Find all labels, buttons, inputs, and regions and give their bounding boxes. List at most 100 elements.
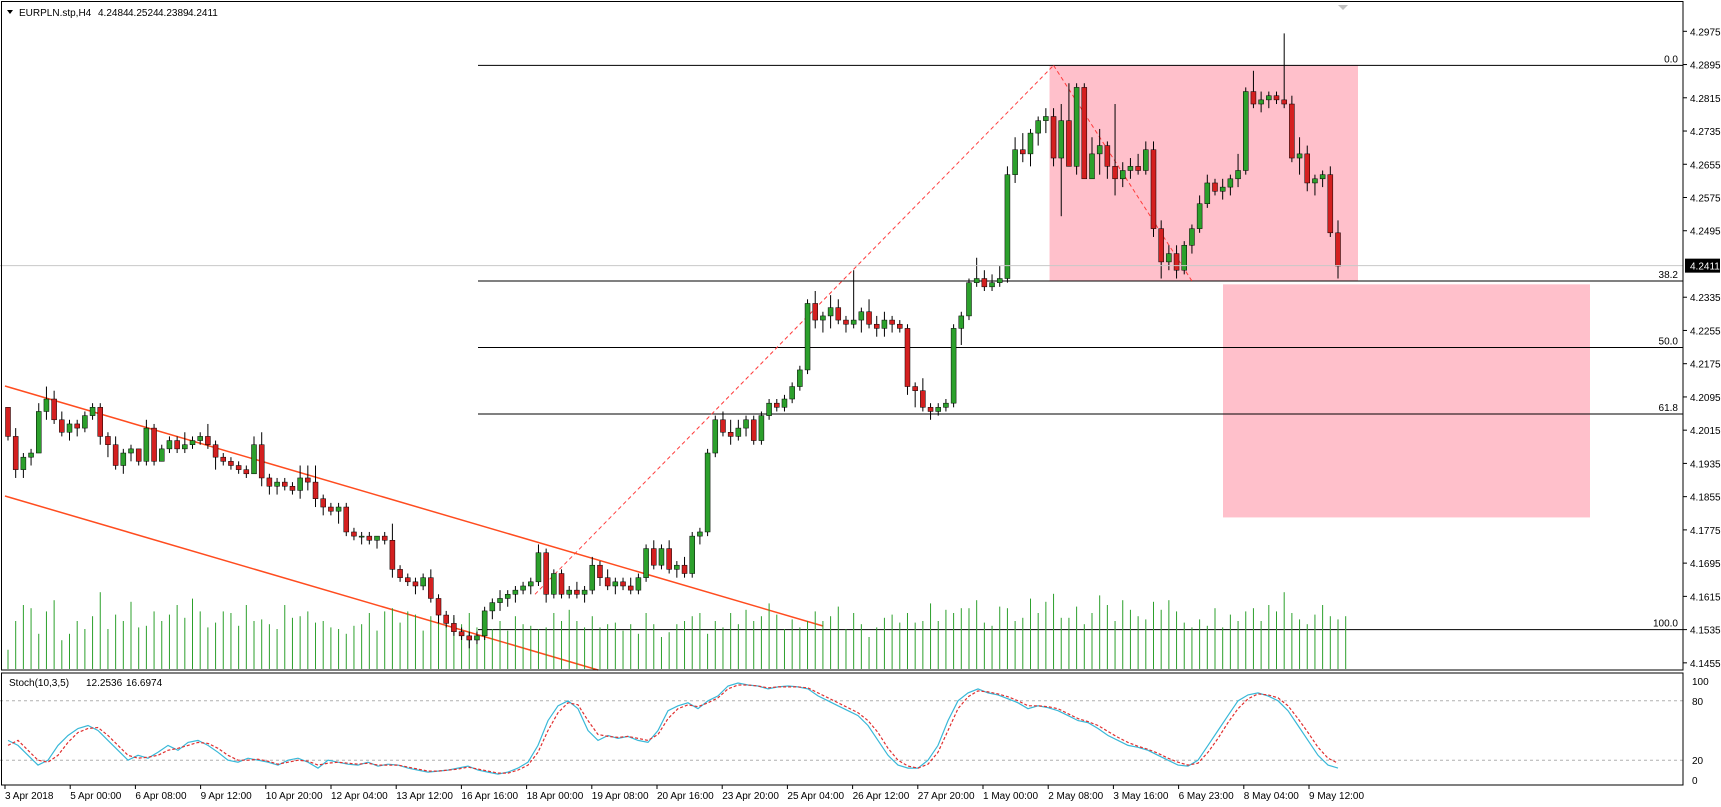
- candle[interactable]: [1242, 87, 1249, 175]
- candle[interactable]: [835, 299, 842, 325]
- candle[interactable]: [720, 411, 726, 437]
- candle[interactable]: [1296, 137, 1303, 175]
- candle[interactable]: [781, 394, 788, 412]
- candle[interactable]: [381, 531, 388, 545]
- candle[interactable]: [850, 270, 857, 329]
- candle[interactable]: [927, 403, 934, 420]
- candle[interactable]: [1143, 141, 1149, 175]
- candle[interactable]: [943, 399, 949, 412]
- candle[interactable]: [205, 423, 211, 449]
- candle[interactable]: [36, 403, 42, 454]
- candle[interactable]: [235, 461, 242, 474]
- candle[interactable]: [1227, 174, 1234, 196]
- candle[interactable]: [712, 415, 719, 458]
- candle[interactable]: [466, 631, 473, 649]
- candle[interactable]: [873, 315, 880, 337]
- candle[interactable]: [366, 531, 373, 545]
- candle[interactable]: [1204, 174, 1211, 208]
- candle[interactable]: [397, 565, 403, 582]
- candle[interactable]: [143, 419, 150, 466]
- candle[interactable]: [612, 577, 619, 595]
- candle[interactable]: [1096, 128, 1103, 175]
- candle[interactable]: [574, 581, 580, 599]
- candle[interactable]: [289, 482, 296, 495]
- candle[interactable]: [1004, 166, 1011, 283]
- candle[interactable]: [481, 606, 488, 640]
- candle[interactable]: [1304, 145, 1310, 192]
- candle[interactable]: [135, 448, 142, 466]
- candle[interactable]: [74, 419, 80, 437]
- candle[interactable]: [305, 465, 311, 491]
- candle[interactable]: [989, 274, 995, 291]
- candle[interactable]: [112, 436, 119, 470]
- candle[interactable]: [266, 473, 273, 495]
- candle[interactable]: [82, 411, 88, 433]
- candle[interactable]: [1219, 178, 1226, 200]
- candle[interactable]: [43, 386, 50, 420]
- candle[interactable]: [166, 436, 173, 454]
- candle[interactable]: [97, 403, 104, 445]
- candle[interactable]: [1058, 104, 1064, 217]
- candle[interactable]: [5, 407, 11, 441]
- candle[interactable]: [597, 561, 603, 586]
- candle[interactable]: [973, 257, 980, 287]
- candle[interactable]: [1319, 170, 1326, 188]
- candle[interactable]: [220, 453, 227, 466]
- candle[interactable]: [251, 436, 257, 475]
- candle[interactable]: [451, 615, 457, 636]
- candle[interactable]: [1235, 153, 1241, 188]
- candle[interactable]: [66, 419, 73, 441]
- candle[interactable]: [658, 544, 665, 570]
- candle[interactable]: [804, 299, 811, 375]
- candle[interactable]: [405, 573, 411, 586]
- candle[interactable]: [543, 548, 549, 603]
- candle[interactable]: [1089, 137, 1095, 180]
- candle[interactable]: [504, 590, 511, 607]
- candle[interactable]: [774, 399, 780, 412]
- candle[interactable]: [689, 531, 695, 578]
- candle[interactable]: [627, 577, 634, 595]
- candle[interactable]: [889, 315, 895, 333]
- candle[interactable]: [666, 540, 672, 574]
- candle[interactable]: [697, 527, 703, 545]
- candle[interactable]: [443, 610, 449, 628]
- candle[interactable]: [1043, 108, 1049, 134]
- candle[interactable]: [197, 432, 203, 445]
- candle[interactable]: [328, 502, 334, 516]
- candle[interactable]: [858, 307, 865, 333]
- candle[interactable]: [435, 594, 442, 624]
- candle[interactable]: [1196, 195, 1203, 233]
- candle[interactable]: [950, 324, 957, 408]
- candle[interactable]: [966, 278, 972, 321]
- candle[interactable]: [797, 365, 803, 391]
- channel-lower-line[interactable]: [4, 495, 599, 671]
- candle[interactable]: [1135, 153, 1141, 175]
- candle[interactable]: [1158, 220, 1164, 279]
- candle[interactable]: [920, 378, 926, 412]
- candle[interactable]: [566, 585, 572, 599]
- candle[interactable]: [750, 415, 757, 445]
- candle[interactable]: [243, 465, 250, 478]
- candle[interactable]: [604, 569, 611, 591]
- candle[interactable]: [1027, 128, 1034, 167]
- candle[interactable]: [912, 382, 918, 408]
- candle[interactable]: [1273, 91, 1280, 105]
- candle[interactable]: [1250, 70, 1257, 109]
- candle[interactable]: [1127, 158, 1134, 179]
- channel-upper-line[interactable]: [4, 385, 824, 627]
- candle[interactable]: [1181, 241, 1187, 275]
- candle[interactable]: [651, 540, 657, 570]
- candle[interactable]: [958, 311, 965, 345]
- candle[interactable]: [458, 627, 465, 640]
- collapse-triangle-icon[interactable]: [7, 10, 13, 14]
- candle[interactable]: [282, 477, 288, 491]
- candle[interactable]: [1119, 162, 1126, 188]
- candle[interactable]: [735, 419, 742, 441]
- candle[interactable]: [412, 577, 419, 595]
- candle[interactable]: [1050, 108, 1057, 167]
- candle[interactable]: [643, 544, 649, 582]
- candle[interactable]: [1020, 133, 1026, 163]
- candle[interactable]: [1112, 104, 1118, 196]
- candle[interactable]: [1035, 116, 1041, 146]
- candle[interactable]: [789, 382, 795, 404]
